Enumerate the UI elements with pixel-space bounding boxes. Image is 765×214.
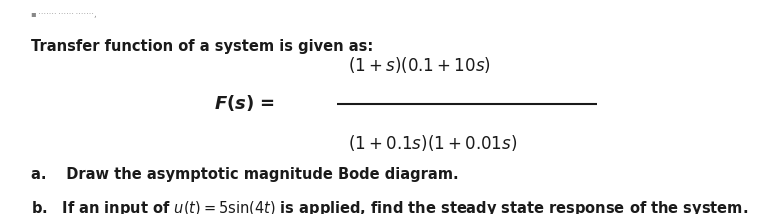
Text: a.  Draw the asymptotic magnitude Bode diagram.: a. Draw the asymptotic magnitude Bode di… [31, 167, 458, 182]
Text: b.$\,$$\enspace$ If an input of $u(t) = 5\mathrm{sin}(4t)$ is applied, find the : b.$\,$$\enspace$ If an input of $u(t) = … [31, 199, 747, 214]
Text: Transfer function of a system is given as:: Transfer function of a system is given a… [31, 39, 373, 54]
Text: $\boldsymbol{F(s)}$$\,\boldsymbol{=}$: $\boldsymbol{F(s)}$$\,\boldsymbol{=}$ [214, 93, 275, 113]
Text: ▪ ······· ······ ·······,: ▪ ······· ······ ·······, [31, 10, 96, 19]
Text: $(1 + 0.1s)(1 + 0.01s)$: $(1 + 0.1s)(1 + 0.01s)$ [348, 133, 517, 153]
Text: $(1 + s)(0.1 + 10s)$: $(1 + s)(0.1 + 10s)$ [348, 55, 491, 75]
